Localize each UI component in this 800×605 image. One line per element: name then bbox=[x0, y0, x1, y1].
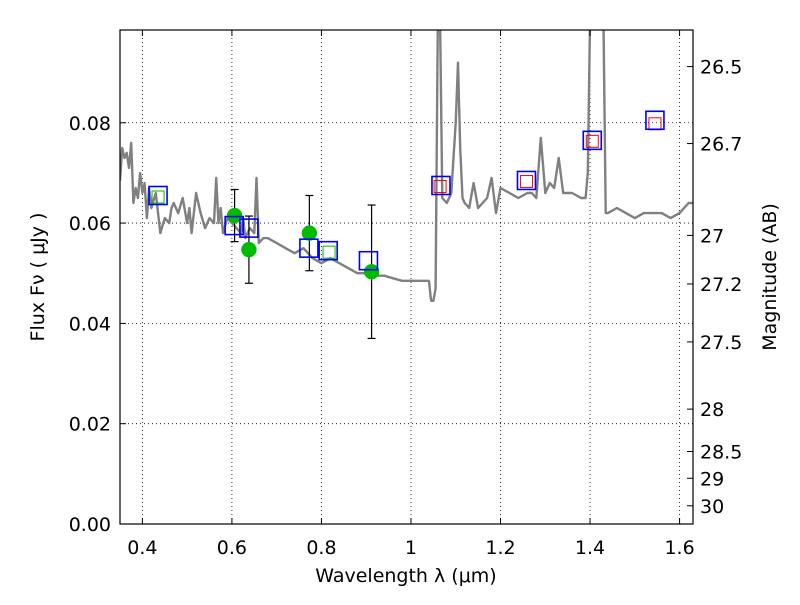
mag-tick-label: 28 bbox=[700, 399, 724, 421]
x-tick-label: 1.2 bbox=[485, 537, 515, 559]
observed-point bbox=[241, 241, 257, 258]
model-photometry-marker bbox=[318, 240, 338, 261]
y-tick-label: 0.04 bbox=[69, 313, 111, 335]
mag-tick-label: 27.2 bbox=[700, 274, 742, 296]
x-tick-label: 1.6 bbox=[664, 537, 694, 559]
y2-axis-label: Magnitude (AB) bbox=[759, 203, 781, 351]
grid bbox=[120, 30, 693, 525]
observed-square-marker bbox=[151, 190, 165, 204]
mag-tick-label: 28.5 bbox=[700, 442, 742, 464]
x-tick-label: 0.6 bbox=[217, 537, 247, 559]
mag-tick-label: 27 bbox=[700, 225, 724, 247]
x-tick-label: 0.8 bbox=[306, 537, 336, 559]
mag-tick-label: 27.5 bbox=[700, 332, 742, 354]
model-photometry-marker bbox=[358, 250, 379, 271]
model-photometry-marker bbox=[431, 175, 451, 196]
y-tick-label: 0.08 bbox=[69, 113, 111, 135]
observed-square-marker bbox=[322, 245, 336, 259]
mag-tick-label: 30 bbox=[700, 496, 724, 518]
y-tick-label: 0.02 bbox=[69, 414, 111, 436]
red-square-marker bbox=[648, 117, 662, 131]
observed-point bbox=[226, 207, 243, 224]
y-tick-label: 0.06 bbox=[69, 213, 111, 235]
mag-tick-label: 29 bbox=[700, 468, 724, 490]
model-photometry-marker bbox=[516, 170, 537, 191]
mag-tick-label: 26.5 bbox=[700, 57, 742, 79]
red-square-marker bbox=[585, 134, 599, 148]
x-tick-label: 1 bbox=[405, 537, 417, 559]
y-axis-label: Flux Fν ( μJy ) bbox=[27, 213, 49, 342]
model-photometry-marker bbox=[239, 218, 259, 238]
y-tick-label: 0.00 bbox=[69, 514, 111, 536]
plot-border bbox=[119, 29, 694, 525]
ticks: 0.4 0.6 0.8 1 1.2 1.4 1.6 0.00 0.02 0.04 0.06 0.08 2… bbox=[69, 30, 742, 559]
mag-tick-label: 26.7 bbox=[700, 134, 742, 156]
model-photometry-marker bbox=[645, 110, 665, 131]
x-axis-label: Wavelength λ (μm) bbox=[315, 565, 496, 587]
x-tick-label: 0.4 bbox=[127, 537, 157, 559]
model-photometry-marker bbox=[299, 238, 319, 258]
model-photometry-marker bbox=[224, 215, 244, 236]
x-tick-label: 1.4 bbox=[575, 537, 605, 559]
plot-frame bbox=[119, 29, 694, 525]
model-photometry-marker bbox=[148, 185, 168, 206]
red-square-marker bbox=[519, 174, 533, 188]
model-spectrum-line bbox=[120, 30, 693, 302]
data-layer bbox=[120, 30, 693, 340]
observed-point bbox=[301, 225, 318, 241]
model-photometry-marker bbox=[582, 130, 603, 151]
observed-point bbox=[363, 263, 380, 280]
red-square-marker bbox=[433, 179, 447, 193]
